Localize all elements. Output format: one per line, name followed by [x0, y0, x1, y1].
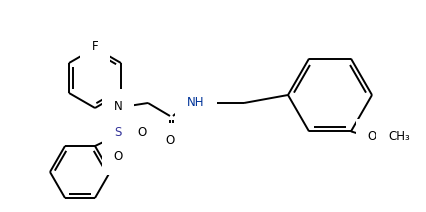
Text: CH₃: CH₃: [388, 131, 410, 144]
Text: O: O: [137, 127, 147, 139]
Text: N: N: [114, 100, 122, 113]
Text: NH: NH: [187, 95, 205, 109]
Text: O: O: [367, 131, 377, 144]
Text: F: F: [92, 39, 98, 53]
Text: O: O: [113, 151, 123, 163]
Text: O: O: [165, 134, 175, 148]
Text: S: S: [114, 127, 122, 139]
